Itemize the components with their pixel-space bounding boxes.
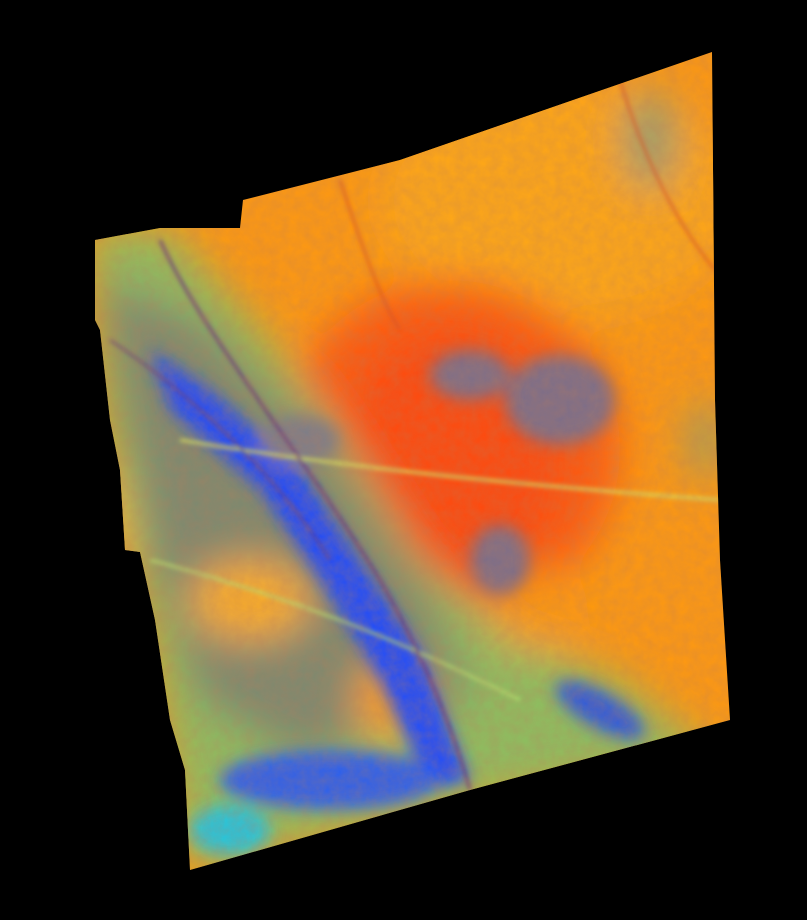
surface-region xyxy=(95,52,730,870)
